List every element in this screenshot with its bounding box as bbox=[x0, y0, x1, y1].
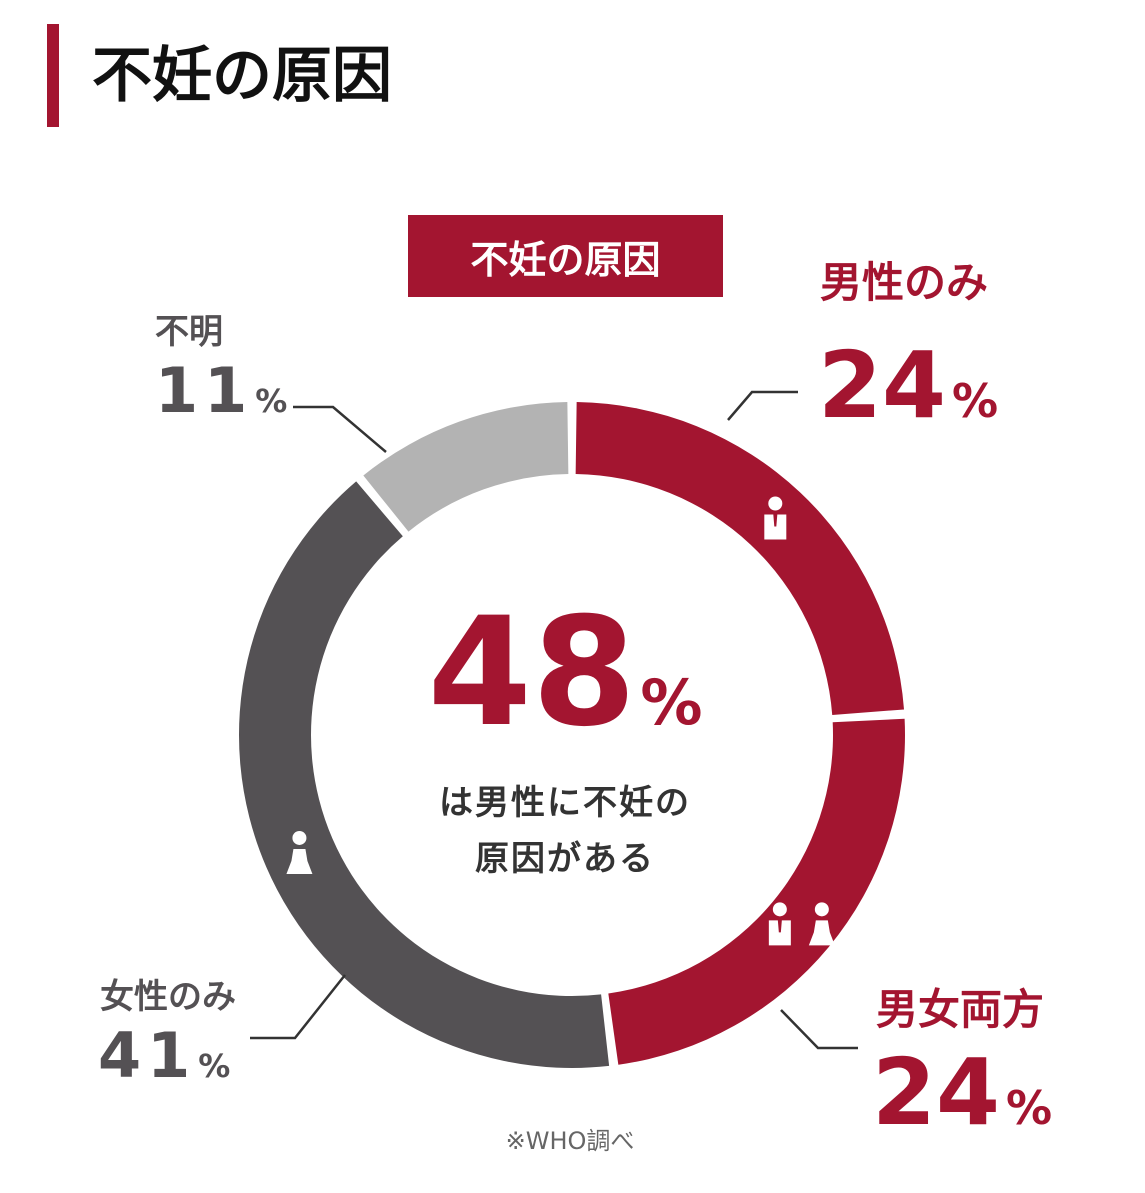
center-percentage: 48% bbox=[330, 598, 800, 748]
chart-tag: 不妊の原因 bbox=[408, 215, 723, 297]
slice-male bbox=[575, 402, 905, 715]
center-unit: % bbox=[640, 666, 703, 739]
label-female-number: 41 bbox=[98, 1019, 197, 1092]
leader-line-both bbox=[780, 1009, 858, 1050]
slice-both bbox=[608, 718, 905, 1065]
slice-female bbox=[238, 481, 610, 1069]
label-both-name: 男女両方 bbox=[876, 985, 1045, 1034]
leader-line-unknown bbox=[293, 405, 387, 453]
couple-icon bbox=[768, 902, 835, 946]
label-unknown-number: 11 bbox=[155, 354, 254, 427]
label-unknown-value: 11% bbox=[155, 360, 287, 422]
label-female-name: 女性のみ bbox=[100, 977, 236, 1017]
woman-icon bbox=[286, 830, 313, 874]
source-note: ※WHO調べ bbox=[505, 1127, 635, 1155]
center-caption: は男性に不妊の 原因がある bbox=[380, 775, 750, 887]
label-male-number: 24 bbox=[818, 332, 947, 439]
label-female-unit: % bbox=[198, 1047, 231, 1085]
leader-line-male bbox=[727, 390, 798, 421]
label-male-value: 24% bbox=[818, 340, 998, 432]
center-caption-line2: 原因がある bbox=[475, 839, 655, 879]
man-icon bbox=[764, 496, 787, 540]
label-unknown-name: 不明 bbox=[155, 312, 223, 352]
label-female-value: 41% bbox=[98, 1025, 230, 1087]
center-caption-line1: は男性に不妊の bbox=[439, 783, 691, 823]
heading-accent-bar bbox=[47, 24, 59, 127]
center-number: 48 bbox=[427, 586, 637, 760]
label-male-unit: % bbox=[952, 374, 999, 428]
label-both-number: 24 bbox=[872, 1039, 1001, 1146]
label-both-value: 24% bbox=[872, 1047, 1052, 1139]
slice-unknown bbox=[363, 402, 569, 532]
page-title: 不妊の原因 bbox=[92, 41, 392, 111]
label-male-name: 男性のみ bbox=[820, 258, 989, 307]
label-both-unit: % bbox=[1006, 1081, 1053, 1135]
label-unknown-unit: % bbox=[255, 382, 288, 420]
leader-line-female bbox=[250, 974, 346, 1040]
